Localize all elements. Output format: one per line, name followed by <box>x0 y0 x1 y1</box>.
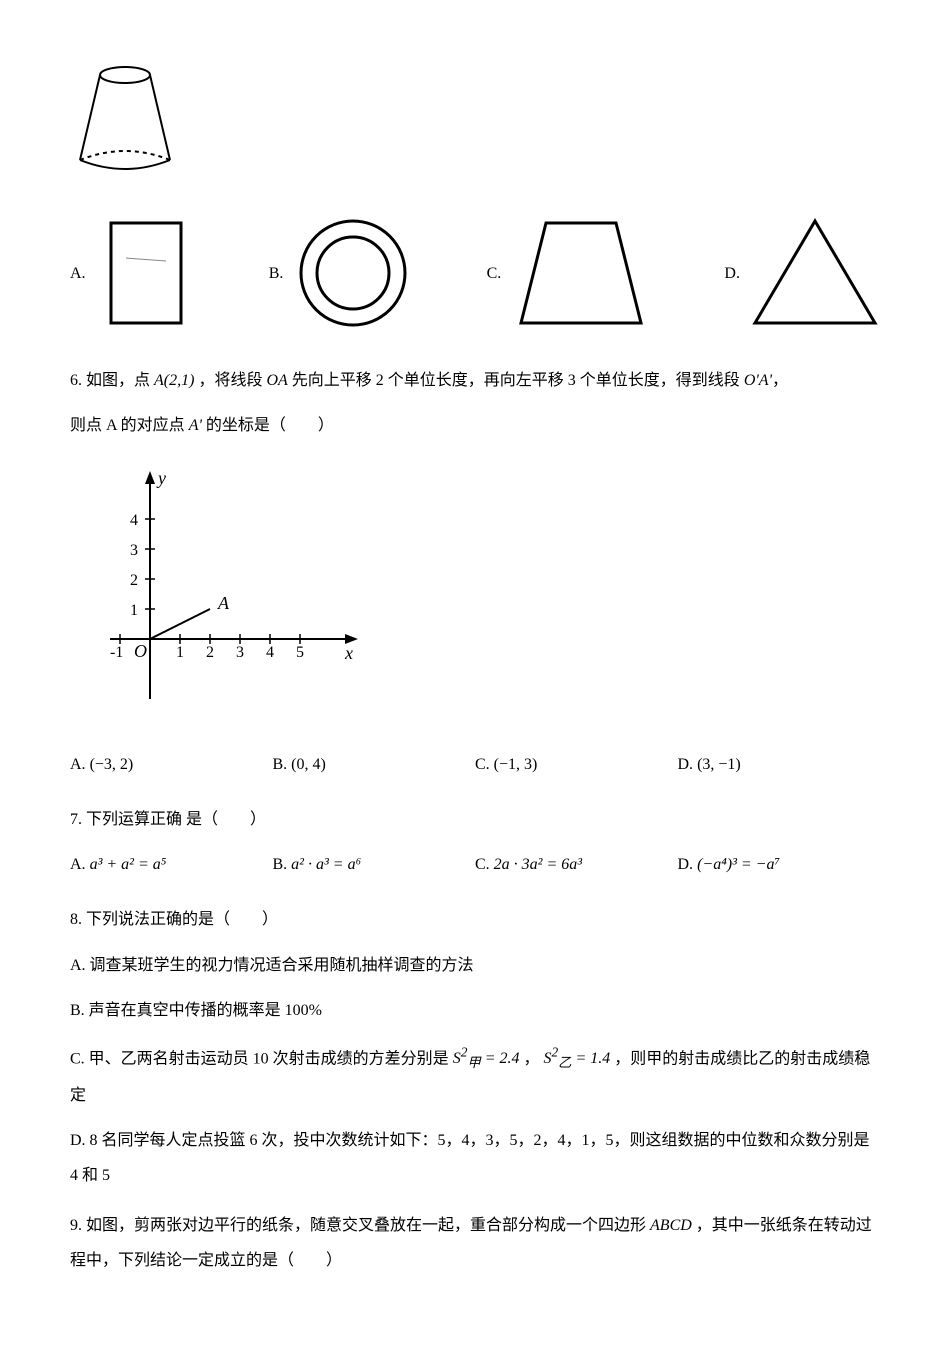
question-6: 6. 如图，点 A(2,1) ，将线段 OA 先向上平移 2 个单位长度，再向左… <box>70 363 880 782</box>
q9-t1: 9. 如图，剪两张对边平行的纸条，随意交叉叠放在一起，重合部分构成一个四边形 <box>70 1217 650 1234</box>
q6-a-val: (−3, 2) <box>90 756 134 773</box>
q6-pointA: A(2,1) <box>154 372 194 389</box>
q7-a-label: A. <box>70 856 90 873</box>
option-c-label: C. <box>487 256 502 291</box>
option-c: C. <box>487 213 652 333</box>
q8-text: 8. 下列说法正确的是（ ） <box>70 902 880 937</box>
y-axis-label: y <box>156 468 166 488</box>
q6-opt-d: D. (3, −1) <box>678 747 881 782</box>
q7-b-label: B. <box>273 856 292 873</box>
triangle-icon <box>750 213 880 333</box>
q8-c-t2: ， <box>519 1050 543 1067</box>
svg-text:1: 1 <box>176 644 184 661</box>
q8-b: B. 声音在真空中传播的概率是 100% <box>70 993 880 1028</box>
q7-a-val: a³ + a² = a⁵ <box>90 856 167 873</box>
q8-c-var1: S2甲 = 2.4 <box>453 1050 520 1067</box>
q6-OA2: O'A' <box>744 372 772 389</box>
q6-opt-b: B. (0, 4) <box>273 747 476 782</box>
q7-d-val: (−a⁴)³ = −a⁷ <box>697 856 780 873</box>
q6-t2: ，将线段 <box>194 372 266 389</box>
question-7: 7. 下列运算正确 是（ ） A. a³ + a² = a⁵ B. a² · a… <box>70 802 880 882</box>
q6-options: A. (−3, 2) B. (0, 4) C. (−1, 3) D. (3, −… <box>70 747 880 782</box>
q6-Aprime: A' <box>189 417 202 434</box>
q7-d-label: D. <box>678 856 698 873</box>
q7-c-val: 2a · 3a² = 6a³ <box>494 856 582 873</box>
q8-c: C. 甲、乙两名射击运动员 10 次射击成绩的方差分别是 S2甲 = 2.4 ，… <box>70 1038 880 1113</box>
q7-opt-b: B. a² · a³ = a⁶ <box>273 847 476 882</box>
q6-t1: 6. 如图，点 <box>70 372 154 389</box>
q8-d: D. 8 名同学每人定点投篮 6 次，投中次数统计如下：5，4，3，5，2，4，… <box>70 1123 880 1193</box>
q6-c-label: C. <box>475 756 494 773</box>
q6-OA: OA <box>266 372 287 389</box>
origin-label: O <box>134 641 147 661</box>
trapezoid-icon <box>511 213 651 333</box>
q6-b-label: B. <box>273 756 292 773</box>
q6-t6: 的坐标是（ ） <box>202 417 334 434</box>
option-d-label: D. <box>724 256 740 291</box>
q7-opt-a: A. a³ + a² = a⁵ <box>70 847 273 882</box>
q6-c-val: (−1, 3) <box>494 756 538 773</box>
question-8: 8. 下列说法正确的是（ ） A. 调查某班学生的视力情况适合采用随机抽样调查的… <box>70 902 880 1193</box>
q6-text-line2: 则点 A 的对应点 A' 的坐标是（ ） <box>70 408 880 443</box>
q8-a: A. 调查某班学生的视力情况适合采用随机抽样调查的方法 <box>70 948 880 983</box>
q8-c-var2: S2乙 = 1.4 <box>544 1050 611 1067</box>
rectangle-icon <box>96 213 196 333</box>
option-a: A. <box>70 213 196 333</box>
q5-options-row: A. B. C. D. <box>70 213 880 333</box>
svg-text:2: 2 <box>206 644 214 661</box>
q6-text: 6. 如图，点 A(2,1) ，将线段 OA 先向上平移 2 个单位长度，再向左… <box>70 363 880 398</box>
svg-text:5: 5 <box>296 644 304 661</box>
q6-a-label: A. <box>70 756 90 773</box>
svg-text:3: 3 <box>236 644 244 661</box>
svg-text:4: 4 <box>266 644 274 661</box>
q6-b-val: (0, 4) <box>291 756 326 773</box>
svg-text:1: 1 <box>130 602 138 619</box>
svg-text:3: 3 <box>130 542 138 559</box>
svg-text:4: 4 <box>130 512 138 529</box>
q7-opt-c: C. 2a · 3a² = 6a³ <box>475 847 678 882</box>
option-d: D. <box>724 213 880 333</box>
x-axis-label: x <box>344 643 353 663</box>
point-a-label: A <box>217 593 230 613</box>
q7-text: 7. 下列运算正确 是（ ） <box>70 802 880 837</box>
q7-b-val: a² · a³ = a⁶ <box>291 856 361 873</box>
q6-t4: ， <box>772 372 788 389</box>
option-b-label: B. <box>269 256 284 291</box>
ring-icon <box>293 213 413 333</box>
question-9: 9. 如图，剪两张对边平行的纸条，随意交叉叠放在一起，重合部分构成一个四边形 A… <box>70 1208 880 1278</box>
q6-d-label: D. <box>678 756 698 773</box>
q9-text: 9. 如图，剪两张对边平行的纸条，随意交叉叠放在一起，重合部分构成一个四边形 A… <box>70 1208 880 1278</box>
q7-options: A. a³ + a² = a⁵ B. a² · a³ = a⁶ C. 2a · … <box>70 847 880 882</box>
q9-abcd: ABCD <box>650 1217 692 1234</box>
q6-t3: 先向上平移 2 个单位长度，再向左平移 3 个单位长度，得到线段 <box>288 372 744 389</box>
coordinate-graph: y x O 1 2 3 4 -1 1 2 3 4 5 <box>90 459 880 732</box>
q7-c-label: C. <box>475 856 494 873</box>
option-b: B. <box>269 213 414 333</box>
q6-d-val: (3, −1) <box>697 756 741 773</box>
svg-text:-1: -1 <box>110 644 123 661</box>
q6-opt-c: C. (−1, 3) <box>475 747 678 782</box>
cone-figure <box>70 60 880 193</box>
svg-text:2: 2 <box>130 572 138 589</box>
q8-c-t1: C. 甲、乙两名射击运动员 10 次射击成绩的方差分别是 <box>70 1050 453 1067</box>
q6-t5: 则点 A 的对应点 <box>70 417 189 434</box>
q6-opt-a: A. (−3, 2) <box>70 747 273 782</box>
q7-opt-d: D. (−a⁴)³ = −a⁷ <box>678 847 881 882</box>
option-a-label: A. <box>70 256 86 291</box>
